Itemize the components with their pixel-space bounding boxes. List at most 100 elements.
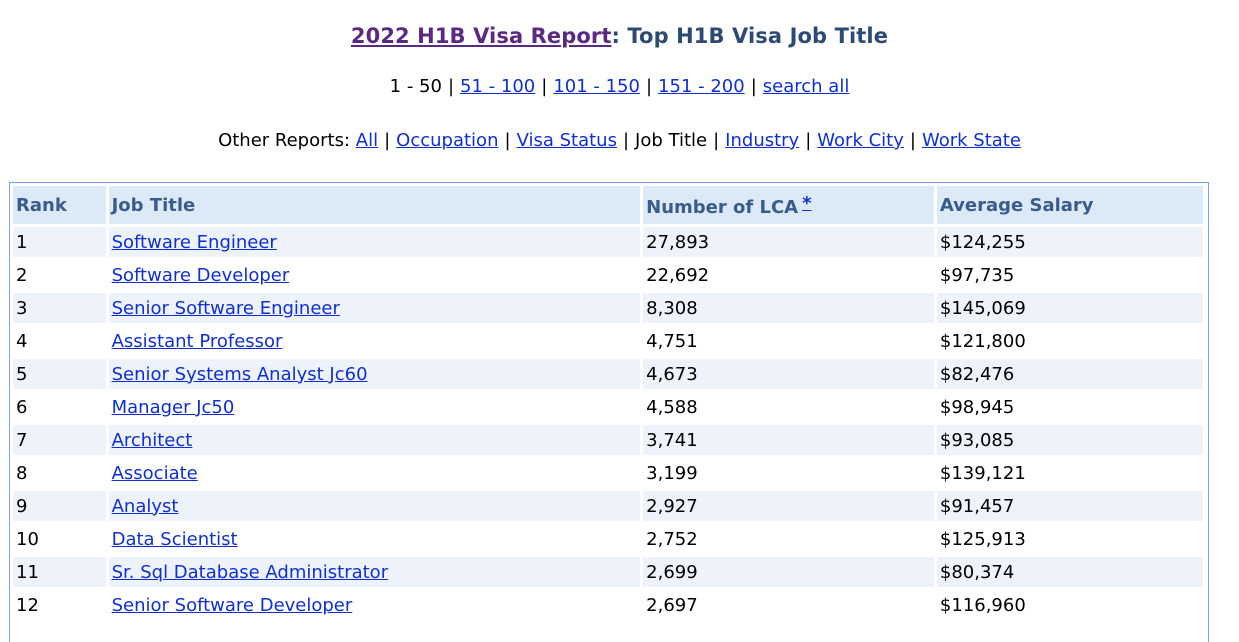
lca-count-cell: 4,673: [643, 359, 934, 389]
rank-cell: 9: [13, 491, 106, 521]
job-title-cell: Associate: [108, 458, 641, 488]
pager-link-101-150[interactable]: 101 - 150: [553, 76, 640, 97]
average-salary-cell: $145,069: [936, 293, 1203, 323]
average-salary-cell: $82,476: [936, 359, 1203, 389]
job-title-table: Rank Job Title Number of LCA * Average Sa…: [10, 183, 1206, 623]
header-number-of-lca: Number of LCA *: [643, 186, 934, 224]
page-title-rest: : Top H1B Visa Job Title: [611, 24, 889, 48]
table-row: 1 Software Engineer 27,893 $124,255: [13, 227, 1203, 257]
lca-count-cell: 8,308: [643, 293, 934, 323]
nav-separator: |: [622, 130, 630, 151]
job-title-link[interactable]: Software Engineer: [111, 231, 277, 253]
pager-link-51-100[interactable]: 51 - 100: [460, 76, 536, 97]
table-row: 12 Senior Software Developer 2,697 $116,960: [13, 590, 1203, 620]
lca-count-cell: 27,893: [643, 227, 934, 257]
nav-separator: |: [384, 130, 391, 151]
pagination: 1 - 50 | 51 - 100 | 101 - 150 | 151 - 200 | sear…: [0, 76, 1239, 97]
average-salary-cell: $91,457: [936, 491, 1203, 521]
average-salary-cell: $125,913: [936, 524, 1203, 554]
table-row: 2 Software Developer 22,692 $97,735: [13, 260, 1203, 290]
pager-separator: |: [541, 76, 548, 97]
report-link-work-state[interactable]: Work State: [921, 130, 1021, 151]
rank-cell: 1: [13, 227, 106, 257]
job-title-link[interactable]: Sr. Sql Database Administrator: [111, 561, 389, 583]
report-link-visa-status[interactable]: Visa Status: [516, 130, 617, 151]
search-all-link[interactable]: search all: [762, 76, 850, 97]
job-title-cell: Senior Systems Analyst Jc60: [108, 359, 641, 389]
lca-count-cell: 2,927: [643, 491, 934, 521]
average-salary-cell: $121,800: [936, 326, 1203, 356]
job-title-cell: Analyst: [108, 491, 641, 521]
rank-cell: 5: [13, 359, 106, 389]
table-row: 9 Analyst 2,927 $91,457: [13, 491, 1203, 521]
pager-link-151-200[interactable]: 151 - 200: [658, 76, 745, 97]
job-title-link[interactable]: Senior Software Developer: [111, 594, 353, 616]
page-title: 2022 H1B Visa Report: Top H1B Visa Job T…: [0, 24, 1239, 48]
job-title-cell: Data Scientist: [108, 524, 641, 554]
lca-count-cell: 3,741: [643, 425, 934, 455]
lca-count-cell: 4,588: [643, 392, 934, 422]
nav-separator: |: [713, 130, 720, 151]
header-job-title: Job Title: [108, 186, 641, 224]
average-salary-cell: $93,085: [936, 425, 1203, 455]
table-row: 6 Manager Jc50 4,588 $98,945: [13, 392, 1203, 422]
pager-separator: |: [750, 76, 757, 97]
report-link-industry[interactable]: Industry: [725, 130, 800, 151]
job-title-link[interactable]: Data Scientist: [111, 528, 238, 550]
pager-separator: |: [447, 76, 455, 97]
average-salary-cell: $98,945: [936, 392, 1203, 422]
job-title-cell: Architect: [108, 425, 641, 455]
other-reports-label: Other Reports:: [218, 130, 351, 151]
average-salary-cell: $124,255: [936, 227, 1203, 257]
report-link-occupation[interactable]: Occupation: [396, 130, 499, 151]
rank-cell: 7: [13, 425, 106, 455]
job-title-link[interactable]: Manager Jc50: [111, 396, 235, 418]
pager-separator: |: [645, 76, 653, 97]
lca-count-cell: 2,697: [643, 590, 934, 620]
rank-cell: 12: [13, 590, 106, 620]
job-title-cell: Software Engineer: [108, 227, 641, 257]
job-title-cell: Senior Software Developer: [108, 590, 641, 620]
average-salary-cell: $97,735: [936, 260, 1203, 290]
table-row: 5 Senior Systems Analyst Jc60 4,673 $82,476: [13, 359, 1203, 389]
job-title-link[interactable]: Senior Software Engineer: [111, 297, 340, 319]
job-title-cell: Sr. Sql Database Administrator: [108, 557, 641, 587]
job-title-cell: Senior Software Engineer: [108, 293, 641, 323]
lca-count-cell: 22,692: [643, 260, 934, 290]
job-title-link[interactable]: Associate: [111, 462, 198, 484]
job-title-link[interactable]: Senior Systems Analyst Jc60: [111, 363, 368, 385]
header-rank: Rank: [13, 186, 106, 224]
other-reports-nav: Other Reports: All | Occupation | Visa Statu…: [0, 130, 1239, 151]
nav-separator: |: [909, 130, 916, 151]
average-salary-cell: $139,121: [936, 458, 1203, 488]
job-title-cell: Assistant Professor: [108, 326, 641, 356]
job-title-link[interactable]: Architect: [111, 429, 193, 451]
lca-count-cell: 4,751: [643, 326, 934, 356]
lca-count-cell: 2,752: [643, 524, 934, 554]
table-header-row: Rank Job Title Number of LCA * Average Sa…: [13, 186, 1203, 224]
report-title-link[interactable]: 2022 H1B Visa Report: [350, 24, 612, 48]
pager-current: 1 - 50: [389, 76, 442, 97]
rank-cell: 6: [13, 392, 106, 422]
header-lca-label: Number of LCA: [646, 196, 799, 218]
report-link-work-city[interactable]: Work City: [817, 130, 904, 151]
rank-cell: 3: [13, 293, 106, 323]
average-salary-cell: $80,374: [936, 557, 1203, 587]
table-row: 3 Senior Software Engineer 8,308 $145,069: [13, 293, 1203, 323]
lca-footnote-link[interactable]: *: [802, 192, 812, 214]
rank-cell: 4: [13, 326, 106, 356]
report-link-all[interactable]: All: [355, 130, 379, 151]
job-title-link[interactable]: Software Developer: [111, 264, 290, 286]
job-title-cell: Software Developer: [108, 260, 641, 290]
header-average-salary: Average Salary: [936, 186, 1203, 224]
job-title-link[interactable]: Analyst: [111, 495, 179, 517]
nav-separator: |: [805, 130, 812, 151]
lca-count-cell: 3,199: [643, 458, 934, 488]
job-title-link[interactable]: Assistant Professor: [111, 330, 283, 352]
rank-cell: 11: [13, 557, 106, 587]
nav-separator: |: [504, 130, 511, 151]
table-row: 11 Sr. Sql Database Administrator 2,699 $80…: [13, 557, 1203, 587]
rank-cell: 8: [13, 458, 106, 488]
job-title-cell: Manager Jc50: [108, 392, 641, 422]
table-row: 10 Data Scientist 2,752 $125,913: [13, 524, 1203, 554]
